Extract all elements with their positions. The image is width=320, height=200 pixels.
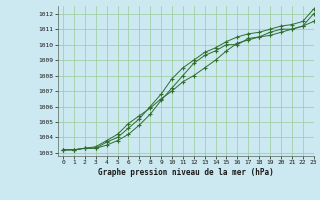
X-axis label: Graphe pression niveau de la mer (hPa): Graphe pression niveau de la mer (hPa) — [98, 168, 274, 177]
